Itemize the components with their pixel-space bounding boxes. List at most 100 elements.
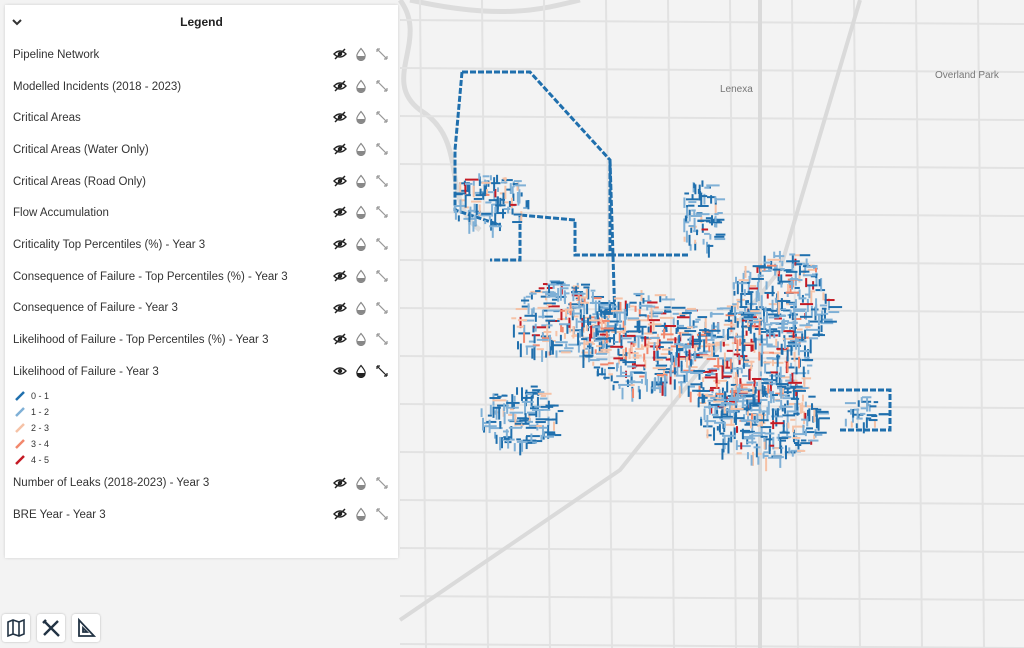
layer-row: Number of Leaks (2018-2023) - Year 3: [5, 468, 398, 500]
zoom-to-layer[interactable]: [375, 364, 389, 378]
layer-row: Critical Areas (Road Only): [5, 166, 398, 198]
road: [399, 307, 1024, 313]
zoom-to-layer[interactable]: [375, 110, 389, 124]
road: [977, 0, 985, 648]
zoom-to-layer[interactable]: [375, 237, 389, 251]
legend-swatch: [15, 438, 25, 449]
place-label: Overland Park: [935, 70, 1000, 81]
zoom-to-layer[interactable]: [375, 507, 389, 521]
opacity-toggle[interactable]: [354, 301, 368, 315]
legend-item: 2 - 3: [5, 420, 398, 436]
opacity-toggle[interactable]: [354, 237, 368, 252]
road: [399, 163, 1024, 169]
zoom-to-layer[interactable]: [375, 174, 389, 188]
tools-button[interactable]: [37, 614, 65, 642]
visibility-toggle[interactable]: [333, 174, 347, 188]
road: [399, 643, 1024, 648]
opacity-toggle[interactable]: [354, 142, 368, 157]
zoom-to-layer[interactable]: [375, 142, 389, 156]
layer-name: Likelihood of Failure - Top Percentiles …: [13, 334, 269, 347]
layer-row: Critical Areas (Water Only): [5, 134, 398, 166]
road: [399, 451, 1024, 457]
visibility-toggle[interactable]: [333, 332, 347, 346]
layer-row: Likelihood of Failure - Year 3: [5, 356, 398, 388]
layer-name: BRE Year - Year 3: [13, 509, 106, 522]
pipe-network: [453, 70, 892, 432]
opacity-toggle[interactable]: [354, 47, 368, 61]
visibility-toggle[interactable]: [333, 237, 347, 251]
visibility-toggle[interactable]: [333, 269, 347, 283]
opacity-toggle[interactable]: [354, 476, 368, 490]
visibility-toggle[interactable]: [333, 507, 347, 521]
road: [399, 115, 1024, 121]
visibility-toggle[interactable]: [333, 110, 347, 124]
layer-name: Critical Areas (Water Only): [13, 143, 149, 156]
opacity-toggle[interactable]: [354, 269, 368, 283]
opacity-toggle[interactable]: [354, 205, 368, 220]
legend-swatch: [15, 406, 25, 417]
opacity-toggle[interactable]: [354, 507, 368, 522]
opacity-toggle[interactable]: [354, 79, 368, 93]
road: [667, 0, 675, 648]
zoom-to-layer[interactable]: [375, 332, 389, 346]
legend-header: Legend: [5, 5, 398, 39]
road: [419, 0, 427, 648]
layer-row: Pipeline Network: [5, 39, 398, 71]
opacity-toggle[interactable]: [354, 174, 368, 188]
legend-item: 0 - 1: [5, 388, 398, 404]
legend-swatch: [15, 422, 25, 433]
visibility-toggle[interactable]: [333, 476, 347, 490]
layer-row: Flow Accumulation: [5, 197, 398, 229]
layer-name: Number of Leaks (2018-2023) - Year 3: [13, 477, 210, 490]
zoom-to-layer[interactable]: [375, 79, 389, 93]
place-label: Lenexa: [720, 84, 753, 95]
layer-row: BRE Year - Year 3: [5, 499, 398, 531]
layer-row: Criticality Top Percentiles (%) - Year 3: [5, 229, 398, 261]
visibility-toggle[interactable]: [333, 205, 347, 219]
legend-title: Legend: [180, 15, 223, 29]
measure-button[interactable]: [72, 614, 100, 642]
road: [399, 595, 1024, 601]
layer-row: Consequence of Failure - Top Percentiles…: [5, 261, 398, 293]
legend-swatch: [15, 454, 25, 465]
layer-name: Pipeline Network: [13, 48, 100, 61]
road: [399, 499, 1024, 505]
layer-row: Consequence of Failure - Year 3: [5, 293, 398, 325]
legend-item: 3 - 4: [5, 436, 398, 452]
legend-item: 1 - 2: [5, 404, 398, 420]
layer-name: Critical Areas (Road Only): [13, 175, 146, 188]
legend-swatch: [15, 390, 25, 401]
road: [399, 19, 1024, 25]
zoom-to-layer[interactable]: [375, 301, 389, 315]
visibility-toggle[interactable]: [333, 301, 347, 315]
zoom-to-layer[interactable]: [375, 47, 389, 61]
layer-name: Critical Areas: [13, 112, 81, 125]
visibility-toggle[interactable]: [333, 364, 347, 378]
visibility-toggle[interactable]: [333, 142, 347, 156]
layer-list: Pipeline Network Modelled Incidents (2018…: [5, 39, 398, 531]
layer-name: Modelled Incidents (2018 - 2023): [13, 80, 182, 93]
collapse-button[interactable]: [10, 15, 24, 29]
legend-item: 4 - 5: [5, 452, 398, 468]
layer-name: Criticality Top Percentiles (%) - Year 3: [13, 238, 206, 251]
road: [399, 67, 1024, 73]
visibility-toggle[interactable]: [333, 79, 347, 93]
road: [915, 0, 923, 648]
layer-name: Likelihood of Failure - Year 3: [13, 365, 159, 378]
layer-name: Consequence of Failure - Top Percentiles…: [13, 270, 288, 283]
basemap-button[interactable]: [2, 614, 30, 642]
zoom-to-layer[interactable]: [375, 269, 389, 283]
zoom-to-layer[interactable]: [375, 205, 389, 219]
legend-item-label: 1 - 2: [31, 406, 50, 417]
visibility-toggle[interactable]: [333, 47, 347, 61]
opacity-toggle[interactable]: [354, 110, 368, 125]
layer-name: Consequence of Failure - Year 3: [13, 302, 178, 315]
opacity-toggle[interactable]: [354, 364, 368, 378]
opacity-toggle[interactable]: [354, 332, 368, 347]
zoom-to-layer[interactable]: [375, 476, 389, 490]
layer-row: Likelihood of Failure - Top Percentiles …: [5, 324, 398, 356]
road: [481, 0, 489, 648]
road: [605, 0, 613, 648]
pipe-segments: [453, 173, 892, 472]
